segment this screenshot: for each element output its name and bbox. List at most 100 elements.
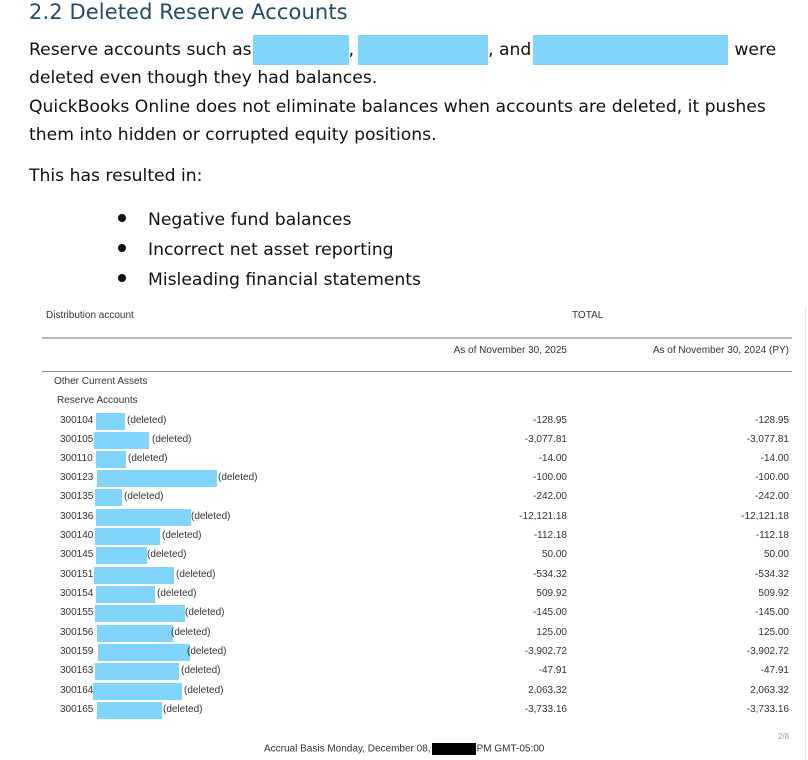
redaction-box bbox=[97, 470, 217, 487]
deleted-label: (deleted) bbox=[124, 491, 164, 502]
prior-value: 50.00 bbox=[763, 549, 789, 560]
prior-value: 2,063.32 bbox=[750, 685, 789, 696]
deleted-label: (deleted) bbox=[128, 453, 168, 464]
current-value: -47.91 bbox=[538, 665, 567, 676]
deleted-label: (deleted) bbox=[163, 704, 203, 715]
paragraph-line-3: QuickBooks Online does not eliminate bal… bbox=[29, 97, 766, 117]
redaction-box bbox=[95, 489, 122, 506]
balance-sheet-report: Distribution account TOTAL As of Novembe… bbox=[0, 300, 808, 760]
redaction-box bbox=[97, 702, 162, 719]
redaction-box bbox=[252, 35, 349, 65]
prior-value: -242.00 bbox=[755, 491, 789, 502]
results-bullet-list: Negative fund balances Incorrect net ass… bbox=[118, 205, 421, 295]
account-number: 300156 bbox=[60, 627, 94, 638]
bullet-item: Misleading financial statements bbox=[118, 265, 421, 295]
account-number: 300154 bbox=[60, 588, 94, 599]
paragraph-text: , and bbox=[488, 40, 532, 60]
redaction-box bbox=[95, 663, 179, 680]
bullet-text: Misleading financial statements bbox=[148, 270, 421, 290]
bullet-icon bbox=[118, 274, 126, 282]
paragraph-line-4: them into hidden or corrupted equity pos… bbox=[29, 125, 437, 145]
account-number: 300136 bbox=[60, 511, 94, 522]
current-value: -100.00 bbox=[533, 472, 567, 483]
prior-value: -12,121.18 bbox=[741, 511, 789, 522]
paragraph-text: , bbox=[348, 40, 355, 60]
redaction-box bbox=[96, 451, 126, 468]
account-number: 300110 bbox=[60, 453, 93, 464]
deleted-label: (deleted) bbox=[176, 569, 216, 580]
current-value: -145.00 bbox=[533, 607, 567, 618]
table-row: 300155 (deleted) -145.00 -145.00 bbox=[0, 605, 808, 626]
redaction-box bbox=[358, 35, 489, 65]
current-value: 2,063.32 bbox=[528, 685, 567, 696]
table-row: 300159 (deleted) -3,902.72 -3,902.72 bbox=[0, 644, 808, 665]
table-row: 300165 (deleted) -3,733.16 -3,733.16 bbox=[0, 702, 808, 723]
header-divider bbox=[42, 371, 792, 372]
redaction-box bbox=[94, 432, 149, 449]
bullet-text: Negative fund balances bbox=[148, 210, 352, 230]
table-row: 300140 (deleted) -112.18 -112.18 bbox=[0, 528, 808, 549]
redaction-box bbox=[95, 605, 185, 622]
section-heading: 2.2 Deleted Reserve Accounts bbox=[29, 0, 348, 24]
bullet-icon bbox=[118, 214, 126, 222]
prior-value: -47.91 bbox=[760, 665, 789, 676]
prior-value: -534.32 bbox=[755, 569, 789, 580]
account-number: 300165 bbox=[60, 704, 94, 715]
table-row: 300104 (deleted) -128.95 -128.95 bbox=[0, 413, 808, 434]
subsection-label: Reserve Accounts bbox=[57, 395, 138, 406]
account-number: 300145 bbox=[60, 549, 94, 560]
prior-value: -100.00 bbox=[755, 472, 789, 483]
redaction-box bbox=[96, 586, 155, 603]
account-number: 300105 bbox=[60, 434, 94, 445]
column-header-total: TOTAL bbox=[572, 310, 604, 321]
current-value: -534.32 bbox=[533, 569, 567, 580]
prior-value: 509.92 bbox=[758, 588, 789, 599]
table-row: 300151 (deleted) -534.32 -534.32 bbox=[0, 567, 808, 588]
redaction-box bbox=[96, 413, 125, 430]
table-row: 300154 (deleted) 509.92 509.92 bbox=[0, 586, 808, 607]
prior-value: -112.18 bbox=[755, 530, 789, 541]
deleted-label: (deleted) bbox=[162, 530, 202, 541]
current-value: -3,077.81 bbox=[524, 434, 567, 445]
current-value: -3,733.16 bbox=[524, 704, 567, 715]
deleted-label: (deleted) bbox=[184, 685, 224, 696]
table-row: 300123 (deleted) -100.00 -100.00 bbox=[0, 470, 808, 491]
prior-value: -14.00 bbox=[760, 453, 789, 464]
paragraph-text: Reserve accounts such as bbox=[29, 40, 252, 60]
account-number: 300140 bbox=[60, 530, 94, 541]
current-value: 509.92 bbox=[536, 588, 567, 599]
current-value: -112.18 bbox=[533, 530, 567, 541]
deleted-label: (deleted) bbox=[157, 588, 197, 599]
table-row: 300164 (deleted) 2,063.32 2,063.32 bbox=[0, 683, 808, 704]
table-row: 300156 (deleted) 125.00 125.00 bbox=[0, 625, 808, 646]
report-page-edge bbox=[805, 308, 806, 760]
account-number: 300135 bbox=[60, 491, 94, 502]
account-number: 300123 bbox=[60, 472, 94, 483]
table-row: 300135 (deleted) -242.00 -242.00 bbox=[0, 489, 808, 510]
redaction-box bbox=[98, 644, 190, 661]
redaction-box bbox=[95, 528, 160, 545]
redaction-box bbox=[431, 743, 476, 755]
bullet-item: Negative fund balances bbox=[118, 205, 421, 235]
redaction-box bbox=[94, 567, 174, 584]
table-row: 300145 (deleted) 50.00 50.00 bbox=[0, 547, 808, 568]
table-row: 300105 (deleted) -3,077.81 -3,077.81 bbox=[0, 432, 808, 453]
account-number: 300164 bbox=[60, 685, 94, 696]
deleted-label: (deleted) bbox=[171, 627, 211, 638]
deleted-label: (deleted) bbox=[187, 646, 227, 657]
bullet-icon bbox=[118, 244, 126, 252]
redaction-box bbox=[97, 625, 173, 642]
footer-text: Accrual Basis Monday, December 08, bbox=[264, 743, 431, 755]
table-row: 300163 (deleted) -47.91 -47.91 bbox=[0, 663, 808, 684]
table-row: 300136 (deleted) -12,121.18 -12,121.18 bbox=[0, 509, 808, 530]
account-number: 300159 bbox=[60, 646, 94, 657]
column-header-account: Distribution account bbox=[46, 310, 134, 321]
current-value: -14.00 bbox=[538, 453, 567, 464]
current-value: -128.95 bbox=[533, 415, 567, 426]
current-value: -3,902.72 bbox=[524, 646, 567, 657]
deleted-label: (deleted) bbox=[152, 434, 192, 445]
redaction-box bbox=[533, 35, 729, 65]
paragraph-line-2: deleted even though they had balances. bbox=[29, 68, 378, 88]
deleted-label: (deleted) bbox=[191, 511, 231, 522]
section-label: Other Current Assets bbox=[54, 376, 148, 387]
